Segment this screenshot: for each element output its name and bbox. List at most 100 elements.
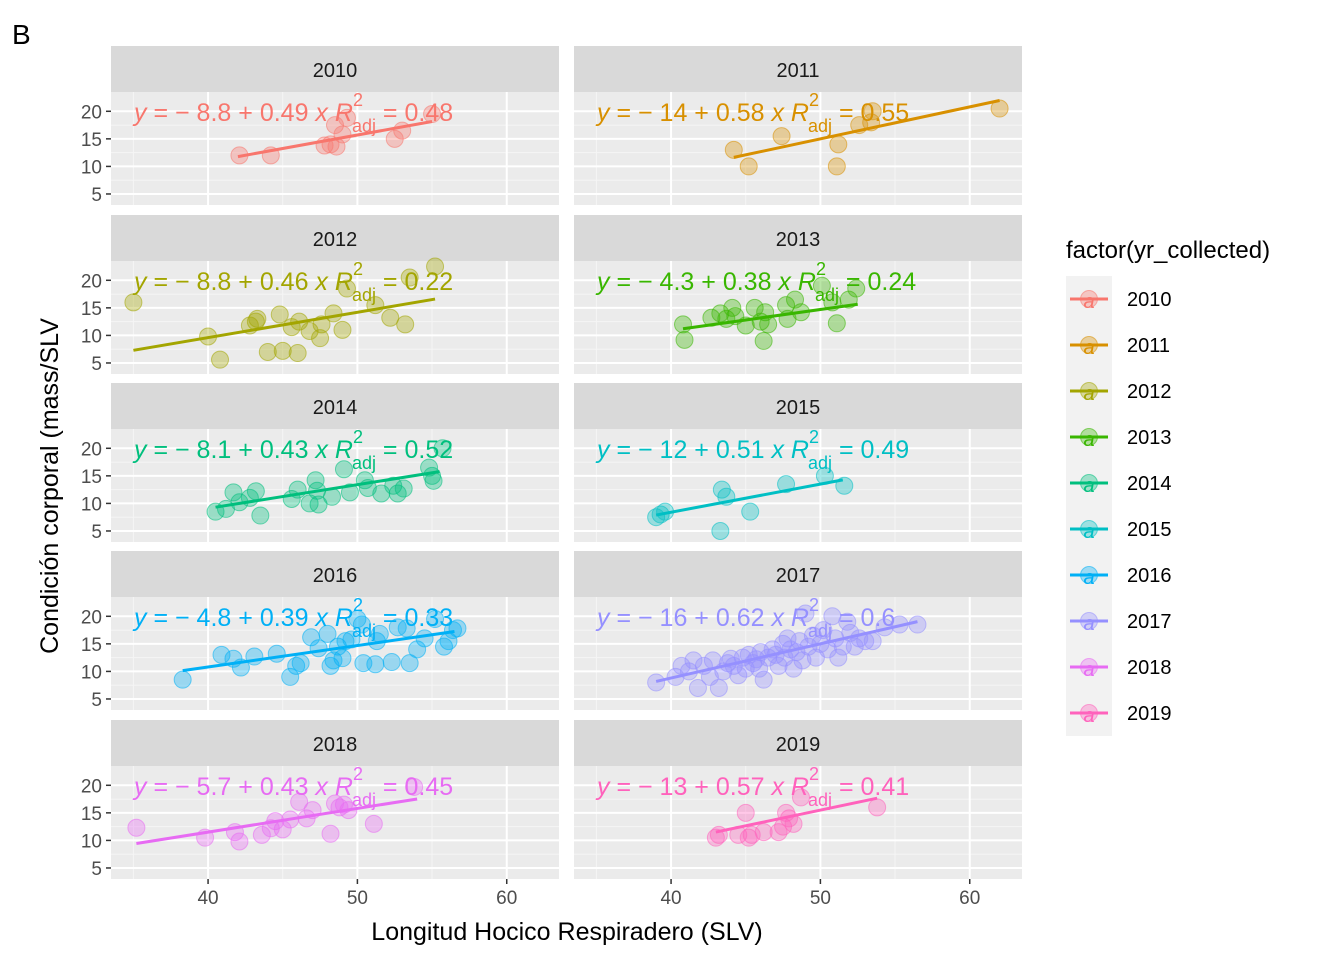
regression-line <box>655 620 918 683</box>
facet-strip <box>111 551 559 597</box>
data-point <box>334 460 353 479</box>
x-tick-label: 40 <box>197 888 218 909</box>
facet-strip-label: 2016 <box>313 565 358 587</box>
data-point <box>863 632 882 651</box>
data-point <box>829 648 848 667</box>
regression-line <box>215 470 440 509</box>
data-point <box>124 293 143 312</box>
facet-strip <box>574 215 1022 261</box>
facet-panel-2017: 2017 y = − 16 + 0.62 x R2 adj = 0.6 <box>574 551 1022 710</box>
legend-label: 2016 <box>1127 565 1172 587</box>
data-point <box>224 483 243 502</box>
y-tick-label: 15 <box>81 299 102 320</box>
data-point <box>333 649 352 668</box>
data-point <box>724 140 743 159</box>
data-point <box>267 644 286 663</box>
regression-line <box>655 478 844 517</box>
regression-line <box>715 796 878 834</box>
facet-strip <box>574 551 1022 597</box>
legend-key-glyph: a <box>1083 337 1094 359</box>
y-tick-label: 5 <box>91 690 102 711</box>
data-point <box>868 798 887 817</box>
regression-equation: y = − 8.8 + 0.46 x R2 adj = 0.22 <box>132 259 453 305</box>
data-point <box>394 479 413 498</box>
y-tick-label: 10 <box>81 662 102 683</box>
legend-title: factor(yr_collected) <box>1066 237 1270 264</box>
legend-item-2017: a 2017 <box>1066 598 1172 644</box>
data-point <box>675 330 694 349</box>
legend-label: 2013 <box>1127 427 1172 449</box>
y-tick-label: 20 <box>81 102 102 123</box>
data-point <box>405 777 424 796</box>
facet-strip <box>111 46 559 92</box>
legend-item-2013: a 2013 <box>1066 414 1172 460</box>
x-tick-label: 40 <box>660 888 681 909</box>
regression-equation: y = − 8.1 + 0.43 x R2 adj = 0.52 <box>132 427 453 473</box>
data-point <box>324 651 343 670</box>
y-tick-label: 5 <box>91 522 102 543</box>
facet-panel-2012: 2012 5 10 15 20 y = − 8.8 + 0.46 x R2 adj = 0.… <box>81 215 559 375</box>
data-point <box>333 320 352 339</box>
data-point <box>337 279 356 298</box>
data-point <box>408 640 427 659</box>
legend-label: 2011 <box>1127 335 1170 357</box>
facet-panel-2016: 2016 5 10 15 20 y = − 4.8 + 0.39 x R2 adj = 0.… <box>81 551 559 711</box>
data-point <box>352 615 371 634</box>
data-point <box>291 654 310 673</box>
legend-label: 2017 <box>1127 611 1172 633</box>
y-tick-label: 10 <box>81 157 102 178</box>
data-point <box>212 645 231 664</box>
data-point <box>742 825 761 844</box>
data-point <box>772 127 791 146</box>
data-point <box>173 670 192 689</box>
legend-key-glyph: a <box>1083 705 1094 727</box>
facet-strip <box>574 720 1022 766</box>
legend: factor(yr_collected)a 2010 a 2011 a 2012 a 2013… <box>1066 237 1270 736</box>
data-point <box>829 135 848 154</box>
facet-strip <box>111 720 559 766</box>
legend-label: 2019 <box>1127 703 1172 725</box>
data-point <box>364 814 383 833</box>
regression-equation: y = − 8.8 + 0.49 x R2 adj = 0.48 <box>132 90 453 136</box>
legend-item-2011: a 2011 <box>1066 322 1170 368</box>
data-point <box>754 331 773 350</box>
data-point <box>318 624 337 643</box>
data-point <box>288 344 307 363</box>
data-point <box>270 305 289 324</box>
facet-strip-label: 2012 <box>313 229 358 251</box>
data-point <box>791 788 810 807</box>
data-point <box>812 276 831 295</box>
legend-label: 2015 <box>1127 519 1172 541</box>
data-point <box>396 315 415 334</box>
data-point <box>127 818 146 837</box>
facet-panel-2011: 2011 y = − 14 + 0.58 x R2 adj = 0.55 <box>574 46 1022 205</box>
legend-item-2016: a 2016 <box>1066 552 1172 598</box>
data-point <box>309 495 328 514</box>
regression-equation: y = − 12 + 0.51 x R2 adj = 0.49 <box>595 427 909 473</box>
x-tick-label: 50 <box>347 888 368 909</box>
data-point <box>426 257 445 276</box>
data-point <box>340 483 359 502</box>
legend-key-glyph: a <box>1083 291 1094 313</box>
legend-item-2019: a 2019 <box>1066 690 1172 736</box>
facet-strip-label: 2015 <box>776 397 821 419</box>
legend-label: 2010 <box>1127 289 1172 311</box>
data-point <box>647 673 666 692</box>
regression-equation: y = − 5.7 + 0.43 x R2 adj = 0.45 <box>132 764 453 810</box>
data-point <box>793 651 812 670</box>
y-tick-label: 20 <box>81 439 102 460</box>
legend-label: 2014 <box>1127 473 1172 495</box>
legend-key-glyph: a <box>1083 659 1094 681</box>
data-point <box>674 315 693 334</box>
legend-item-2018: a 2018 <box>1066 644 1172 690</box>
data-point <box>211 350 230 369</box>
data-point <box>711 521 730 540</box>
facet-strip-label: 2018 <box>313 734 358 756</box>
data-point <box>688 678 707 697</box>
data-point <box>736 803 755 822</box>
data-point <box>433 439 452 458</box>
regression-line <box>133 297 436 352</box>
data-point <box>863 102 882 121</box>
data-point <box>388 618 407 637</box>
